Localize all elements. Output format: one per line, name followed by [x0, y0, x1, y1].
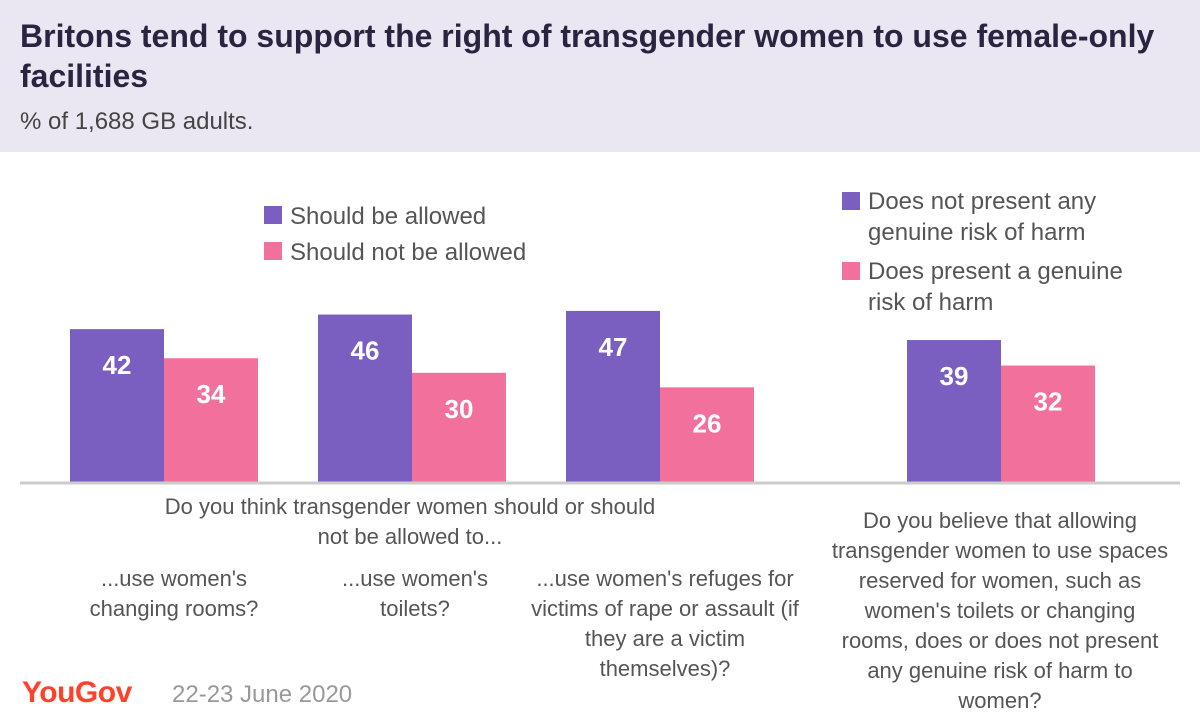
- category-label-changing-rooms: ...use women's changing rooms?: [89, 566, 259, 621]
- bar-label-group3-series1: 47: [599, 332, 628, 362]
- chart-subtitle: % of 1,688 GB adults.: [20, 108, 254, 135]
- bar-label-group4-series2: 32: [1034, 387, 1063, 417]
- bar-group1-series1: [70, 329, 164, 482]
- legend-label-allowed: Should be allowed: [290, 203, 486, 230]
- legend-label-no-harm-1: Does not present any: [868, 188, 1096, 215]
- bar-group4-series1: [907, 340, 1001, 482]
- bar-group2-series2: [412, 372, 506, 482]
- bar-group2-series1: [318, 314, 412, 482]
- bar-group1-series2: [164, 358, 258, 482]
- legend-swatch-harm: [842, 262, 860, 280]
- bar-label-group2-series1: 46: [351, 336, 380, 366]
- legend-label-not-allowed: Should not be allowed: [290, 239, 526, 266]
- category-label-toilets: ...use women's toilets?: [341, 566, 489, 621]
- legend-swatch-no-harm: [842, 192, 860, 210]
- legend-harm: Does not present any genuine risk of har…: [842, 188, 1123, 316]
- bar-group4-series2: [1001, 365, 1095, 482]
- legend-swatch-allowed: [264, 206, 282, 224]
- bar-label-group1-series1: 42: [103, 350, 132, 380]
- legend-swatch-not-allowed: [264, 242, 282, 260]
- question-2: Do you believe that allowing transgender…: [831, 508, 1169, 713]
- header-band: [0, 0, 1200, 152]
- legend-label-harm-2: risk of harm: [868, 289, 993, 316]
- yougov-logo: YouGov: [22, 676, 132, 709]
- bar-group3-series1: [566, 310, 660, 482]
- bar-group3-series2: [660, 387, 754, 482]
- question-1: Do you think transgender women should or…: [164, 494, 656, 549]
- legend-allowed: Should be allowed Should not be allowed: [264, 203, 526, 266]
- bar-label-group3-series2: 26: [693, 408, 722, 438]
- category-label-refuges: ...use women's refuges for victims of ra…: [531, 566, 799, 681]
- bar-label-group2-series2: 30: [445, 394, 474, 424]
- bars-group: 42 34 46 30 47 26 39 32: [70, 310, 1095, 482]
- survey-date: 22-23 June 2020: [172, 681, 353, 708]
- chart-title: Britons tend to support the right of tra…: [20, 18, 1155, 94]
- legend-label-harm-1: Does present a genuine: [868, 258, 1123, 285]
- legend-label-no-harm-2: genuine risk of harm: [868, 219, 1085, 246]
- bar-label-group4-series1: 39: [940, 361, 969, 391]
- bar-label-group1-series2: 34: [197, 379, 226, 409]
